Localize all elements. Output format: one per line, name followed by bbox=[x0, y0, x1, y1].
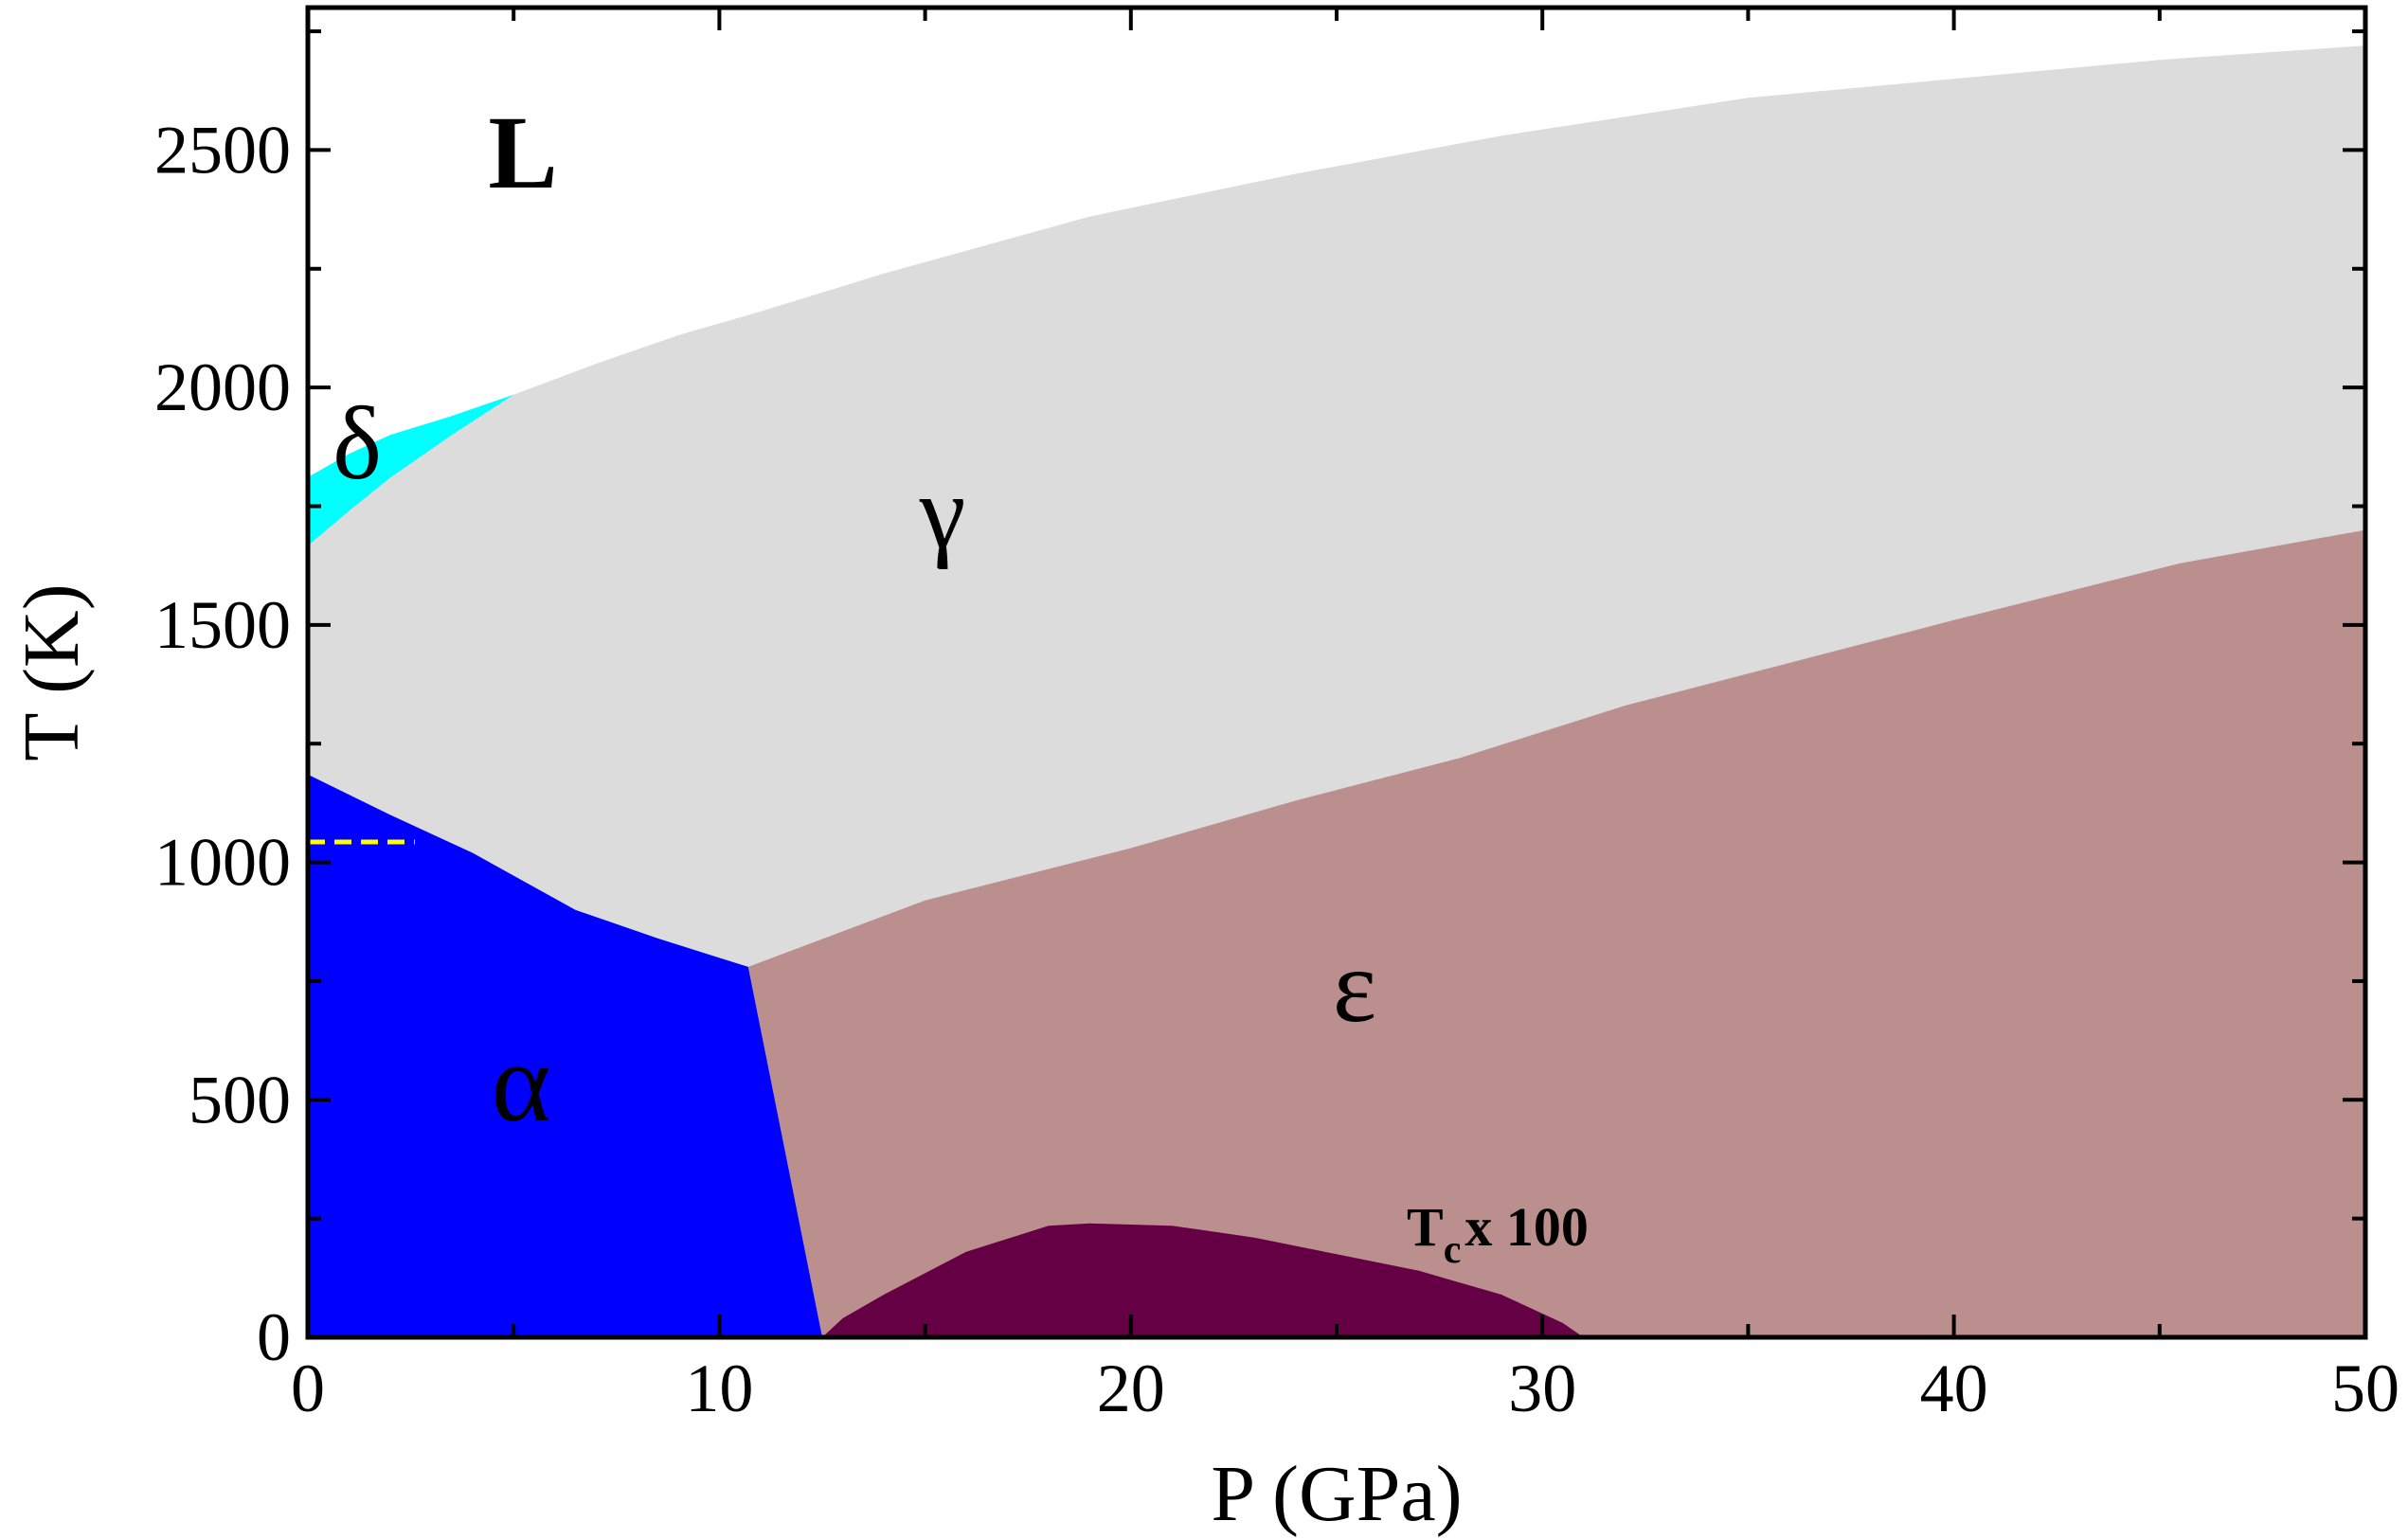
epsilon-label: ε bbox=[1333, 928, 1376, 1044]
y-tick-label: 2500 bbox=[154, 112, 291, 188]
tc-region bbox=[822, 1223, 1584, 1337]
alpha-region bbox=[308, 774, 822, 1337]
tc-label: Tcx 100 bbox=[1407, 1196, 1589, 1272]
epsilon-region bbox=[747, 529, 2365, 1337]
y-tick-label: 1000 bbox=[154, 825, 291, 901]
y-tick-label: 2000 bbox=[154, 349, 291, 425]
delta-region bbox=[308, 394, 514, 546]
y-tick-label: 1500 bbox=[154, 587, 291, 663]
liquid-label: L bbox=[488, 95, 557, 210]
axis-ticks bbox=[306, 8, 2367, 1339]
y-axis-label: T (K) bbox=[8, 583, 96, 761]
y-tick-label: 0 bbox=[257, 1299, 291, 1375]
phase-regions bbox=[308, 8, 2365, 1338]
x-axis-label: P (GPa) bbox=[1211, 1450, 1462, 1538]
x-tick-label: 0 bbox=[291, 1351, 325, 1426]
x-tick-label: 40 bbox=[1920, 1351, 1988, 1426]
gamma-label: γ bbox=[919, 455, 966, 570]
y-tick-label: 500 bbox=[189, 1062, 291, 1137]
x-tick-label: 50 bbox=[2331, 1351, 2399, 1426]
x-tick-label: 20 bbox=[1097, 1351, 1165, 1426]
x-tick-label: 10 bbox=[685, 1351, 753, 1426]
x-tick-label: 30 bbox=[1508, 1351, 1576, 1426]
alpha-label: α bbox=[492, 1019, 551, 1145]
delta-label: δ bbox=[332, 385, 382, 501]
